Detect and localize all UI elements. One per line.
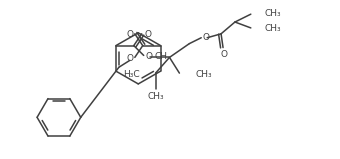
Text: O: O [126,30,133,39]
Text: O: O [145,52,152,61]
Text: CH₃: CH₃ [147,92,164,101]
Text: O: O [126,54,133,63]
Text: CH: CH [154,52,168,61]
Text: O: O [144,30,151,39]
Text: O: O [221,50,227,59]
Text: O: O [203,33,210,42]
Text: CH₃: CH₃ [265,9,281,18]
Text: CH₃: CH₃ [195,70,212,79]
Text: H₃C: H₃C [123,70,140,79]
Text: CH₃: CH₃ [265,24,281,33]
